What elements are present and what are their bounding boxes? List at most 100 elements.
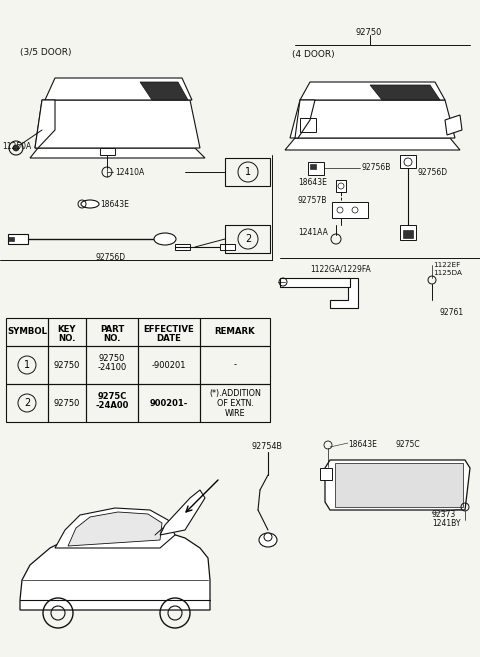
Text: 92757B: 92757B	[298, 196, 327, 205]
Text: 1125DA: 1125DA	[433, 270, 462, 276]
Text: 12410A: 12410A	[115, 168, 144, 177]
Text: -900201: -900201	[152, 361, 186, 369]
Polygon shape	[370, 85, 440, 100]
Bar	[200, 346, 270, 384]
Text: (*).ADDITION: (*).ADDITION	[209, 389, 261, 398]
Polygon shape	[445, 115, 462, 135]
Text: PART: PART	[100, 325, 124, 334]
Polygon shape	[30, 148, 205, 158]
Bar	[6, 346, 48, 384]
Polygon shape	[55, 508, 175, 548]
Bar	[86, 318, 138, 346]
Text: 9275C: 9275C	[395, 440, 420, 449]
Text: 900201-: 900201-	[150, 399, 188, 407]
Polygon shape	[290, 100, 455, 138]
Circle shape	[13, 145, 19, 151]
Polygon shape	[45, 78, 192, 100]
Polygon shape	[400, 155, 416, 168]
Text: 11250A: 11250A	[2, 142, 31, 151]
Polygon shape	[35, 100, 200, 148]
Polygon shape	[280, 278, 350, 287]
Text: 1122EF: 1122EF	[433, 262, 460, 268]
Polygon shape	[68, 512, 162, 546]
Text: 92754B: 92754B	[252, 442, 283, 451]
Text: 9275C: 9275C	[97, 392, 127, 401]
Ellipse shape	[81, 200, 99, 208]
Text: 92373: 92373	[432, 510, 456, 519]
Polygon shape	[175, 244, 190, 250]
Bar	[48, 346, 86, 384]
Text: -24A00: -24A00	[96, 401, 129, 410]
Text: 1122GA/1229FA: 1122GA/1229FA	[310, 265, 371, 274]
Polygon shape	[140, 82, 188, 100]
Text: SYMBOL: SYMBOL	[7, 327, 47, 336]
Text: 92750: 92750	[54, 399, 80, 407]
Text: 18643E: 18643E	[100, 200, 129, 209]
Polygon shape	[332, 202, 368, 218]
Bar	[200, 318, 270, 346]
Text: -: -	[233, 361, 237, 369]
Text: 18643E: 18643E	[298, 178, 327, 187]
Text: KEY: KEY	[58, 325, 76, 334]
Polygon shape	[8, 234, 28, 244]
Text: 92750: 92750	[355, 28, 382, 37]
Text: 92761: 92761	[440, 308, 464, 317]
Circle shape	[264, 533, 272, 541]
Polygon shape	[325, 460, 470, 510]
Text: 1241BY: 1241BY	[432, 519, 460, 528]
Text: 1: 1	[245, 167, 251, 177]
Polygon shape	[285, 138, 460, 150]
Bar	[86, 346, 138, 384]
Text: OF EXTN.: OF EXTN.	[216, 399, 253, 408]
Polygon shape	[35, 100, 55, 148]
Text: (3/5 DOOR): (3/5 DOOR)	[20, 48, 72, 57]
Ellipse shape	[259, 533, 277, 547]
Text: REMARK: REMARK	[215, 327, 255, 336]
Bar	[138, 318, 200, 346]
Text: 92756B: 92756B	[362, 163, 391, 172]
Text: 1: 1	[24, 360, 30, 370]
Bar	[48, 318, 86, 346]
Text: 92756D: 92756D	[95, 253, 125, 262]
Bar	[138, 384, 200, 422]
Bar	[48, 384, 86, 422]
Polygon shape	[400, 225, 416, 240]
Polygon shape	[403, 230, 413, 238]
Polygon shape	[220, 244, 235, 250]
Text: 18643E: 18643E	[348, 440, 377, 449]
Text: EFFECTIVE: EFFECTIVE	[144, 325, 194, 334]
Text: 92756D: 92756D	[418, 168, 448, 177]
Text: NO.: NO.	[58, 334, 76, 343]
Text: DATE: DATE	[156, 334, 181, 343]
Bar	[86, 384, 138, 422]
Text: 2: 2	[245, 234, 251, 244]
Polygon shape	[20, 527, 210, 610]
Bar	[335, 463, 463, 507]
Polygon shape	[310, 164, 316, 169]
Text: NO.: NO.	[103, 334, 121, 343]
Bar	[200, 384, 270, 422]
Polygon shape	[336, 180, 346, 192]
Text: WIRE: WIRE	[225, 409, 245, 418]
Bar	[6, 384, 48, 422]
Polygon shape	[160, 490, 205, 535]
Bar	[225, 158, 270, 186]
Text: 1241AA: 1241AA	[298, 228, 328, 237]
Polygon shape	[320, 468, 332, 480]
Bar	[225, 225, 270, 253]
Bar	[6, 318, 48, 346]
Text: (4 DOOR): (4 DOOR)	[292, 50, 335, 59]
Polygon shape	[295, 100, 315, 138]
Text: 92750: 92750	[54, 361, 80, 369]
Polygon shape	[308, 162, 324, 175]
Polygon shape	[8, 237, 14, 241]
Ellipse shape	[154, 233, 176, 245]
Polygon shape	[330, 278, 358, 308]
Bar	[138, 346, 200, 384]
Text: 2: 2	[24, 398, 30, 408]
Polygon shape	[300, 82, 445, 100]
Bar	[300, 118, 316, 132]
Text: 92750: 92750	[99, 354, 125, 363]
Text: -24100: -24100	[97, 363, 127, 372]
Polygon shape	[100, 148, 115, 155]
